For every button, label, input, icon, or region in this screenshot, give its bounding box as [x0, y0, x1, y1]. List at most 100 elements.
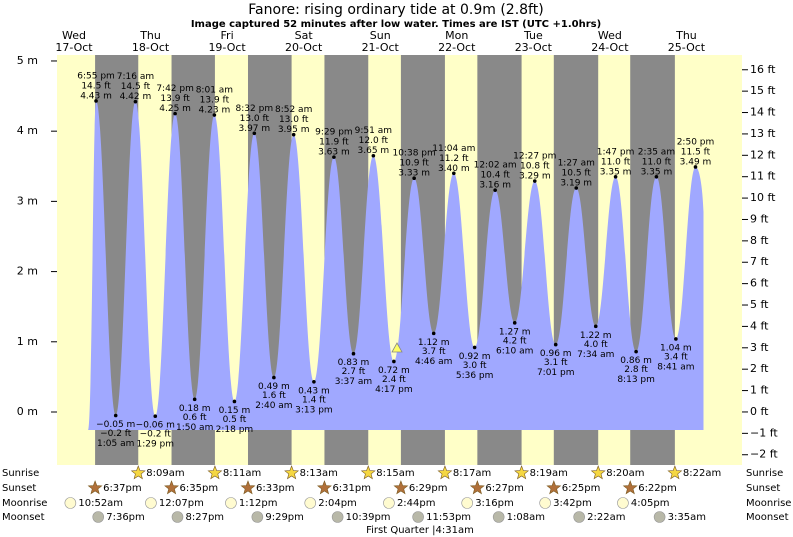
day-date: 19-Oct	[208, 41, 246, 54]
tide-point	[153, 414, 158, 419]
tide-label: 9:29 pm	[315, 128, 353, 138]
moonset-icon	[573, 511, 585, 523]
tide-point	[613, 175, 618, 179]
tide-point	[532, 179, 537, 183]
y2-tick-label: 13 ft	[750, 127, 776, 140]
moonset-time: 2:22am	[587, 512, 625, 523]
plot-layer	[88, 100, 704, 430]
day-date: 25-Oct	[668, 41, 706, 54]
tide-label: 4.0 ft	[584, 340, 608, 350]
tide-label: 3.19 m	[560, 179, 592, 189]
tide-label: 0.96 m	[540, 349, 572, 359]
y-tick-label: 2 m	[17, 265, 38, 278]
y2-tick-label: 16 ft	[750, 63, 776, 76]
tide-label: 1.4 ft	[302, 395, 326, 405]
moonset-time: 3:35am	[668, 512, 706, 523]
tide-label: 4.23 m	[199, 106, 231, 116]
tide-label: 7:42 pm	[156, 84, 194, 94]
row-label: Moonset	[746, 512, 789, 523]
tide-label: 8:41 am	[657, 362, 694, 372]
tide-label: 11.2 ft	[439, 154, 469, 164]
tide-label: 2:50 pm	[677, 137, 715, 147]
tide-point	[351, 351, 356, 356]
sunset-icon	[393, 480, 409, 495]
tide-label: 0.49 m	[258, 382, 290, 392]
moonrise-time: 2:44pm	[397, 498, 436, 509]
tide-label: 3.4 ft	[664, 352, 688, 362]
y2-tick-label: 14 ft	[750, 106, 776, 119]
tide-label: 13.0 ft	[240, 114, 270, 124]
moonrise-time: 12:07pm	[159, 498, 204, 509]
tide-label: 8:32 pm	[236, 104, 274, 114]
tide-label: 0.5 ft	[223, 415, 247, 425]
sunset-time: 6:25pm	[562, 483, 601, 494]
tide-label: 1.04 m	[660, 343, 692, 353]
tide-point	[452, 171, 456, 176]
tide-point	[232, 399, 237, 404]
y2-tick-label: 4 ft	[750, 319, 769, 332]
tide-label: 1:29 pm	[136, 440, 174, 450]
sunset-icon	[164, 480, 179, 495]
tide-label: 11.9 ft	[319, 138, 349, 148]
y2-tick-label: 0 ft	[750, 405, 769, 418]
tide-label: 3.63 m	[318, 148, 350, 158]
y2-tick-label: 15 ft	[750, 84, 776, 97]
tide-point	[173, 111, 177, 116]
day-date: 23-Oct	[515, 41, 553, 54]
tide-label: 3.35 m	[600, 167, 632, 177]
moonrise-icon	[617, 497, 629, 509]
day-name: Wed	[598, 29, 622, 42]
tide-label: 4:46 am	[415, 357, 452, 367]
tide-label: 3.16 m	[479, 181, 511, 191]
y2-tick-label: −2 ft	[750, 448, 778, 461]
chart-subtitle: Image captured 52 minutes after low wate…	[191, 19, 601, 30]
sunrise-time: 8:11am	[223, 468, 261, 479]
tide-point	[371, 153, 376, 158]
tide-label: 6:10 am	[496, 346, 533, 356]
tide-label: 10:38 pm	[392, 149, 435, 159]
tide-label: 3.33 m	[398, 169, 430, 179]
tide-label: 1.27 m	[499, 327, 531, 337]
tide-label: 12:02 am	[474, 161, 517, 171]
tide-label: 1.12 m	[418, 338, 450, 348]
tide-label: 3.40 m	[438, 164, 470, 174]
day-date: 17-Oct	[55, 41, 93, 54]
tide-label: 0.86 m	[620, 356, 652, 366]
moonset-time: 1:08am	[507, 512, 545, 523]
tide-label: −0.2 ft	[140, 430, 172, 440]
tide-point	[192, 397, 197, 402]
tide-point	[574, 186, 579, 190]
tide-point	[674, 337, 678, 341]
sunrise-icon	[130, 465, 146, 480]
moonset-time: 8:27pm	[185, 512, 224, 523]
moonrise-icon	[225, 497, 237, 509]
day-date: 21-Oct	[362, 41, 400, 54]
tide-point	[94, 99, 98, 103]
row-label: Sunrise	[2, 468, 39, 479]
row-label: Sunset	[746, 483, 780, 494]
tide-point	[654, 175, 659, 179]
sunrise-icon	[667, 465, 683, 480]
day-name: Wed	[62, 29, 86, 42]
tide-label: 4.2 ft	[503, 336, 527, 346]
tide-point	[472, 345, 477, 350]
y2-tick-label: 5 ft	[750, 298, 769, 311]
sunrise-time: 8:20am	[606, 468, 644, 479]
tide-label: 3.7 ft	[422, 347, 446, 357]
tide-label: 1.22 m	[580, 331, 612, 341]
tide-label: 0.43 m	[298, 386, 330, 396]
tide-label: 14.5 ft	[121, 82, 151, 92]
tide-point	[693, 165, 698, 169]
tide-label: 9:51 am	[355, 126, 392, 136]
sunset-time: 6:27pm	[485, 483, 524, 494]
y-tick-label: 4 m	[17, 124, 38, 137]
tide-point	[332, 155, 336, 159]
sunset-time: 6:35pm	[180, 483, 219, 494]
day-name: Tue	[523, 29, 543, 42]
tide-label: 1.6 ft	[262, 391, 286, 401]
tide-label: 1:27 am	[558, 159, 595, 169]
chart-title: Fanore: rising ordinary tide at 0.9m (2.…	[248, 2, 543, 18]
row-label: Moonrise	[746, 498, 791, 509]
tide-label: 4.42 m	[120, 92, 152, 102]
day-name: Sun	[370, 29, 391, 42]
